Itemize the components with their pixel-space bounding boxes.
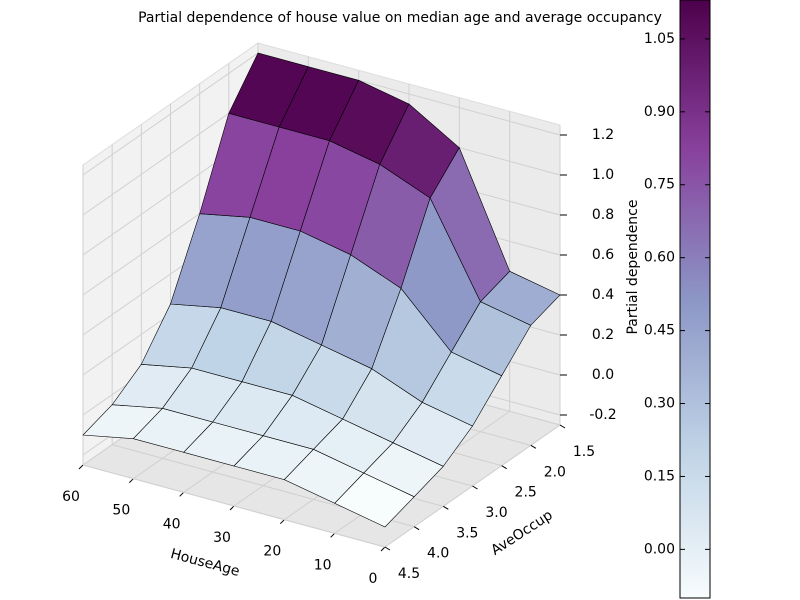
z-tick-label: 1.0 — [592, 167, 614, 183]
colorbar-tick-label: 1.05 — [644, 31, 675, 47]
y-tick-label: 4.5 — [398, 566, 420, 582]
tick-mark — [78, 464, 84, 470]
z-tick-label: 1.2 — [592, 127, 614, 143]
x-tick-label: 60 — [62, 489, 80, 505]
tick-mark — [179, 491, 185, 497]
grid-line — [82, 52, 259, 176]
y-tick-label: 3.5 — [456, 525, 478, 541]
tick-mark — [559, 424, 566, 429]
tick-mark — [501, 465, 507, 470]
x-tick-label: 10 — [314, 557, 332, 573]
z-tick-label: 0.6 — [592, 247, 614, 263]
grid-line — [82, 464, 386, 548]
z-tick-label: 0.8 — [592, 207, 614, 223]
x-tick-label: 50 — [112, 503, 130, 519]
y-tick-label: 3.0 — [485, 505, 507, 521]
z-axis-title: Partial dependence — [625, 199, 641, 334]
x-tick-label: 40 — [163, 516, 181, 532]
tick-mark — [128, 478, 134, 484]
tick-mark — [279, 519, 285, 525]
tick-mark — [472, 485, 478, 490]
z-tick-label: 0.2 — [592, 327, 614, 343]
tick-mark — [413, 526, 420, 531]
tick-mark — [229, 505, 235, 511]
colorbar-tick-label: 0.60 — [644, 250, 675, 266]
x-tick-label: 20 — [263, 544, 281, 560]
x-tick-label: 30 — [213, 530, 231, 546]
y-tick-label: 2.5 — [515, 485, 537, 501]
x-tick-label: 0 — [369, 571, 378, 587]
tick-mark — [384, 546, 391, 551]
colorbar — [679, 0, 711, 599]
z-tick-label: 0.4 — [592, 287, 614, 303]
y-tick-label: 1.5 — [573, 444, 595, 460]
chart-title: Partial dependence of house value on med… — [138, 10, 662, 26]
colorbar-tick-label: 0.90 — [644, 104, 675, 120]
tick-mark — [530, 444, 537, 449]
tick-mark — [330, 532, 336, 538]
y-tick-label: 4.0 — [427, 546, 449, 562]
tick-mark — [380, 546, 386, 552]
colorbar-tick-label: 0.15 — [644, 468, 675, 484]
tick-mark — [443, 505, 449, 510]
colorbar-tick-label: 0.75 — [644, 177, 675, 193]
z-tick-label: 0.0 — [592, 367, 614, 383]
y-tick-label: 2.0 — [544, 464, 566, 480]
x-axis-title: HouseAge — [169, 546, 242, 580]
surface-patch — [479, 270, 561, 326]
plot-area — [78, 42, 567, 552]
colorbar-tick-label: 0.45 — [644, 323, 675, 339]
colorbar-tick-label: 0.30 — [644, 396, 675, 412]
z-tick-label: -0.2 — [589, 407, 616, 423]
colorbar-tick-label: 0.00 — [644, 541, 675, 557]
